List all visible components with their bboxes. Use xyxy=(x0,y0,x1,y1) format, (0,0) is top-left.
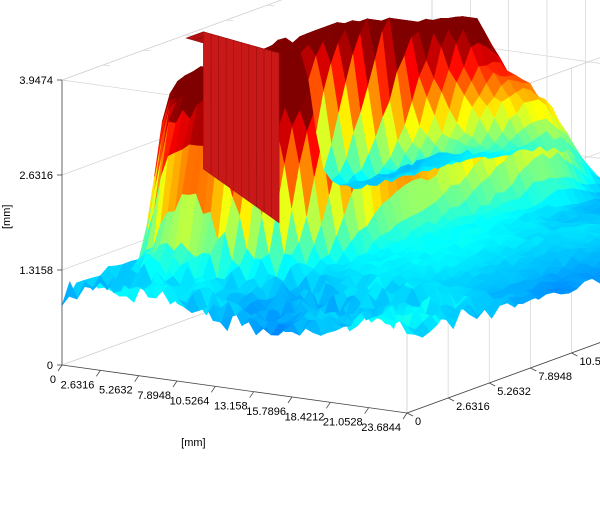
x-tick-label: 7.8948 xyxy=(137,390,171,402)
x-tick-mark xyxy=(172,380,178,388)
ridge-face xyxy=(263,48,272,218)
x-tick-mark xyxy=(211,386,216,393)
z-tick-label: 1.3158 xyxy=(19,265,53,277)
ridge-face xyxy=(210,33,219,181)
surface-mesh xyxy=(61,16,600,338)
x-tick-mark xyxy=(96,370,101,377)
x-tick-label: 18.4212 xyxy=(285,411,325,423)
ridge-face xyxy=(241,42,250,202)
y-tick-mark xyxy=(571,352,578,357)
x-tick-mark xyxy=(326,402,331,409)
x-tick-mark xyxy=(57,364,63,372)
y-tick-mark xyxy=(406,412,414,417)
y-tick-mark xyxy=(489,382,496,387)
ridge-face xyxy=(225,37,234,192)
x-tick-label: 2.6316 xyxy=(61,379,95,391)
y-tick-label: 5.2632 xyxy=(497,386,531,398)
y-tick-mark xyxy=(447,397,455,402)
x-axis-title: [mm] xyxy=(181,437,205,449)
grid-line xyxy=(185,34,193,37)
x-tick-label: 0 xyxy=(50,374,56,386)
y-tick-label: 10.5264 xyxy=(579,356,600,368)
grid-line xyxy=(61,0,283,81)
y-tick-mark xyxy=(530,367,537,372)
x-tick-mark xyxy=(249,391,254,398)
x-tick-label: 15.7896 xyxy=(246,406,286,418)
y-tick-label: 2.6316 xyxy=(456,401,490,413)
x-tick-label: 10.5264 xyxy=(170,395,210,407)
surface-cell xyxy=(594,191,600,198)
grid-line xyxy=(103,64,111,67)
surface-cell xyxy=(596,176,600,180)
ridge-face xyxy=(218,35,227,186)
surface-cell xyxy=(595,233,600,240)
grid-line xyxy=(61,79,69,82)
ridge-face xyxy=(271,50,280,224)
x-tick-label: 21.0528 xyxy=(323,417,363,429)
y-tick-label: 0 xyxy=(415,416,421,428)
x-tick-label: 13.158 xyxy=(214,401,248,413)
surface-ridge xyxy=(185,31,281,224)
ridge-face xyxy=(233,40,242,197)
z-tick-label: 3.9474 xyxy=(19,75,53,87)
x-tick-label: 5.2632 xyxy=(99,385,133,397)
ridge-face xyxy=(248,44,257,208)
ridge-face xyxy=(256,46,265,213)
grid-line xyxy=(144,49,152,52)
surface-cell xyxy=(424,152,440,160)
y-tick-label: 7.8948 xyxy=(538,371,572,383)
ridge-face xyxy=(203,31,212,175)
x-axis-line xyxy=(61,364,408,414)
grid-line xyxy=(226,19,234,22)
z-tick-label: 0 xyxy=(47,360,53,372)
x-tick-label: 23.6844 xyxy=(361,422,401,434)
y-axis-line xyxy=(406,342,600,414)
grid-line xyxy=(267,4,275,7)
x-tick-mark xyxy=(364,407,369,414)
z-axis-title: [mm] xyxy=(1,205,13,229)
x-tick-mark xyxy=(402,412,408,420)
z-tick-label: 2.6316 xyxy=(19,170,53,182)
x-tick-mark xyxy=(287,396,293,404)
x-tick-mark xyxy=(134,375,139,382)
